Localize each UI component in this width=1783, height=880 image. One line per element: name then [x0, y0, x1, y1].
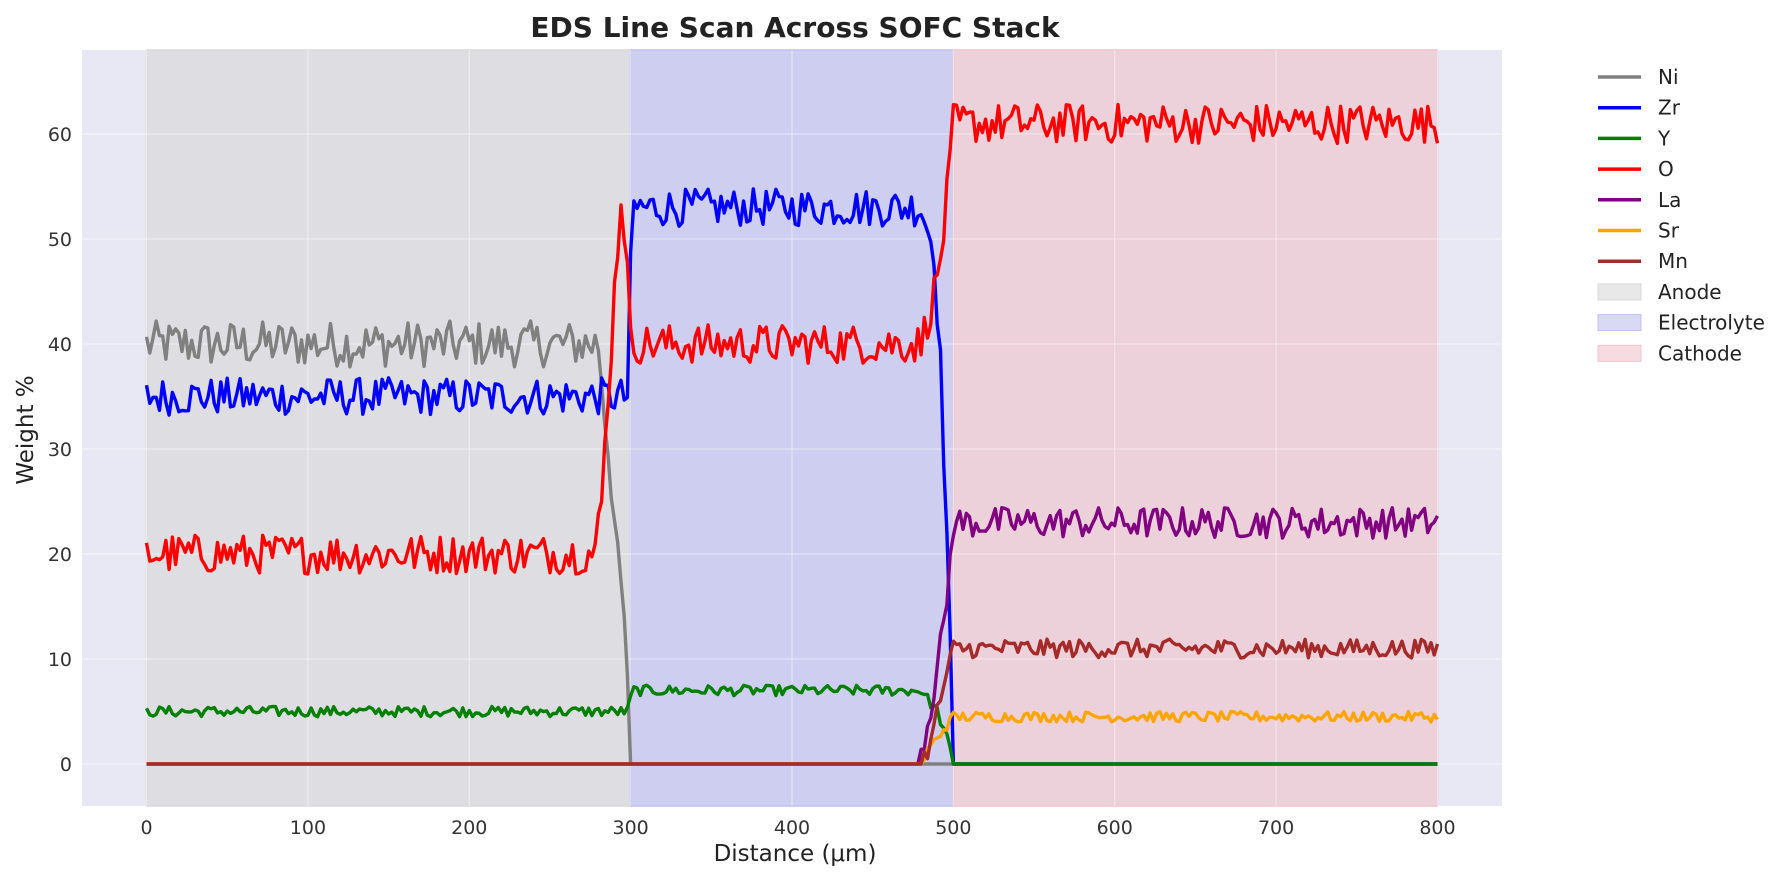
- legend-label-la: La: [1658, 188, 1681, 212]
- chart-title: EDS Line Scan Across SOFC Stack: [530, 11, 1061, 44]
- legend-label-mn: Mn: [1658, 249, 1688, 273]
- series-line-y: [144, 683, 1438, 766]
- legend-swatch-cathode: [1597, 344, 1642, 362]
- y-tick-label: 40: [48, 334, 72, 356]
- y-tick-label: 50: [48, 229, 72, 251]
- x-tick-label: 300: [613, 817, 649, 839]
- y-tick-label: 0: [60, 754, 72, 776]
- x-tick-label: 200: [451, 817, 487, 839]
- legend-label-electrolyte: Electrolyte: [1658, 311, 1765, 335]
- x-tick-label: 600: [1097, 817, 1133, 839]
- legend-label-anode: Anode: [1658, 280, 1722, 304]
- region-band-cathode: [952, 49, 1439, 807]
- x-tick-label: 800: [1419, 817, 1455, 839]
- legend-label-zr: Zr: [1658, 96, 1681, 120]
- legend-swatch-electrolyte: [1597, 314, 1642, 332]
- x-tick-label: 100: [290, 817, 326, 839]
- legend-swatch-anode: [1597, 283, 1642, 301]
- y-tick-label: 60: [48, 124, 72, 146]
- tick-labels: 0 100 200 300 400 500 600 700 800 0 10 20 30 40 50 60: [48, 124, 1456, 839]
- y-tick-label: 30: [48, 439, 72, 461]
- x-tick-label: 0: [140, 817, 152, 839]
- region-bands: [145, 49, 1439, 807]
- series-line-o: [144, 102, 1440, 576]
- data-series: [144, 102, 1440, 766]
- region-band-anode: [145, 49, 632, 807]
- legend-label-sr: Sr: [1658, 219, 1680, 243]
- x-axis-label: Distance (μm): [714, 841, 877, 867]
- legend-label-o: O: [1658, 157, 1674, 181]
- y-tick-label: 10: [48, 649, 72, 671]
- x-tick-label: 700: [1258, 817, 1294, 839]
- x-tick-label: 400: [774, 817, 810, 839]
- x-tick-label: 500: [935, 817, 971, 839]
- y-axis-label: Weight %: [13, 375, 39, 484]
- legend: Ni Zr YO La Sr Mn Anode Electrolyte Cathode: [1597, 65, 1765, 365]
- legend-label-ni: Ni: [1658, 65, 1679, 89]
- series-line-mn: [146, 637, 1440, 766]
- legend-label-y: Y: [1657, 126, 1671, 150]
- y-tick-label: 20: [48, 544, 72, 566]
- legend-label-cathode: Cathode: [1658, 341, 1742, 365]
